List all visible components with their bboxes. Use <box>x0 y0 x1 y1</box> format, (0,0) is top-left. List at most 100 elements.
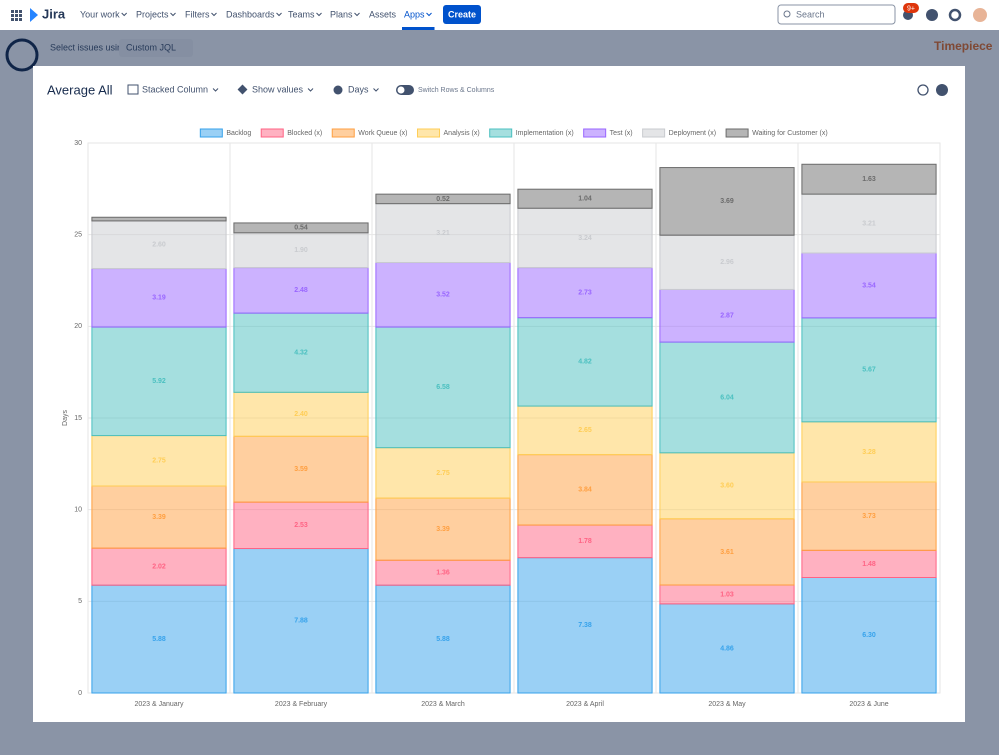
x-tick-label: 2023 & March <box>421 701 465 708</box>
legend-swatch <box>725 128 749 138</box>
y-tick-label: 0 <box>78 690 82 697</box>
nav-item[interactable]: Projects <box>136 9 169 19</box>
legend-label[interactable]: Test (x) <box>610 130 633 137</box>
bar-segment <box>659 288 795 343</box>
toolbar-item[interactable]: Stacked Column <box>142 84 208 94</box>
value-label: 3.54 <box>862 282 876 289</box>
value-label: 3.21 <box>436 230 450 237</box>
value-label: 1.63 <box>862 176 876 183</box>
legend-swatch <box>417 128 441 138</box>
value-label: 5.67 <box>862 367 876 374</box>
app-switcher[interactable] <box>11 10 22 21</box>
modal-title: Average All <box>47 82 113 97</box>
y-tick-label: 5 <box>78 598 82 605</box>
nav-chevron <box>354 12 360 17</box>
value-label: 2.75 <box>436 470 450 477</box>
nav-item[interactable]: Dashboards <box>226 9 275 19</box>
toolbar-item[interactable]: Switch Rows & Columns <box>418 87 495 94</box>
bar-segment <box>233 501 369 550</box>
x-tick-label: 2023 & May <box>708 701 746 708</box>
value-label: 0.54 <box>294 225 308 232</box>
legend-label[interactable]: Backlog <box>226 130 251 137</box>
bar-segment <box>91 584 227 694</box>
legend-label[interactable]: Work Queue (x) <box>358 130 407 137</box>
value-label: 1.03 <box>720 591 734 598</box>
bar-segment <box>517 317 653 407</box>
nav-item[interactable]: Plans <box>330 9 353 19</box>
bar-segment <box>233 222 369 234</box>
search-placeholder[interactable]: Search <box>796 9 825 19</box>
bar-segment <box>233 435 369 503</box>
legend-swatch <box>199 128 223 138</box>
legend-label[interactable]: Deployment (x) <box>669 130 716 137</box>
nav-item[interactable]: Your work <box>80 9 120 19</box>
value-label: 1.48 <box>862 561 876 568</box>
nav-item[interactable]: Assets <box>369 9 397 19</box>
value-label: 2.87 <box>720 313 734 320</box>
jira-logo <box>30 8 38 22</box>
legend-label[interactable]: Implementation (x) <box>516 130 574 137</box>
legend-label[interactable]: Waiting for Customer (x) <box>752 130 828 137</box>
bar-segment <box>233 548 369 694</box>
value-label: 3.24 <box>578 235 592 242</box>
bar-segment <box>659 452 795 520</box>
create-label[interactable]: Create <box>448 9 476 19</box>
search-box[interactable] <box>777 4 896 25</box>
x-tick-label: 2023 & January <box>134 701 184 708</box>
bar-segment <box>91 326 227 437</box>
bar-segment <box>375 497 511 561</box>
bar-segment <box>801 421 937 483</box>
value-label: 3.39 <box>436 526 450 533</box>
nav-chevron <box>316 12 322 17</box>
legend-swatch <box>331 128 355 138</box>
help-icon[interactable] <box>926 9 938 21</box>
settings-icon[interactable] <box>948 8 962 22</box>
avatar[interactable] <box>973 8 987 22</box>
bar-segment <box>517 267 653 319</box>
value-label: 3.59 <box>294 466 308 473</box>
y-tick-label: 30 <box>74 140 82 147</box>
toolbar-chevron <box>373 88 379 92</box>
download-icon[interactable] <box>917 84 929 96</box>
value-label: 2.02 <box>152 564 166 571</box>
toolbar-item[interactable]: Show values <box>252 84 304 94</box>
nav-item[interactable]: Apps <box>404 9 425 19</box>
select-box <box>119 39 193 57</box>
select-value: Custom JQL <box>126 42 176 52</box>
bar-segment <box>801 252 937 319</box>
value-label: 6.30 <box>862 632 876 639</box>
nav-item[interactable]: Filters <box>185 9 210 19</box>
value-label: 3.73 <box>862 513 876 520</box>
bar-segment <box>517 188 653 209</box>
bar-segment <box>375 447 511 499</box>
value-label: 3.39 <box>152 514 166 521</box>
value-label: 3.19 <box>152 295 166 302</box>
nav-chevron <box>170 12 176 17</box>
y-tick-label: 15 <box>74 415 82 422</box>
nav-item[interactable]: Teams <box>288 9 315 19</box>
product-name[interactable]: Jira <box>42 6 66 21</box>
bar-segment <box>375 326 511 449</box>
value-label: 3.60 <box>720 483 734 490</box>
value-label: 4.86 <box>720 645 734 652</box>
badge-count: 9+ <box>907 5 915 12</box>
toolbar-chevron <box>307 88 314 92</box>
bar-segment <box>517 405 653 456</box>
legend-label[interactable]: Blocked (x) <box>287 130 322 137</box>
nav-chevron <box>211 12 217 17</box>
modal-help-icon[interactable] <box>936 84 948 96</box>
brand: Timepiece <box>934 39 993 53</box>
toolbar-item[interactable]: Days <box>348 84 369 94</box>
value-label: 2.48 <box>294 287 308 294</box>
value-label: 1.90 <box>294 247 308 254</box>
search-icon <box>783 10 791 18</box>
tag-icon <box>237 84 248 95</box>
create-button[interactable] <box>443 5 481 24</box>
value-label: 2.75 <box>152 458 166 465</box>
value-label: 7.38 <box>578 622 592 629</box>
toolbar-chevron <box>212 88 219 92</box>
x-tick-label: 2023 & April <box>566 701 604 708</box>
legend-label[interactable]: Analysis (x) <box>444 130 480 137</box>
value-label: 1.78 <box>578 538 592 545</box>
